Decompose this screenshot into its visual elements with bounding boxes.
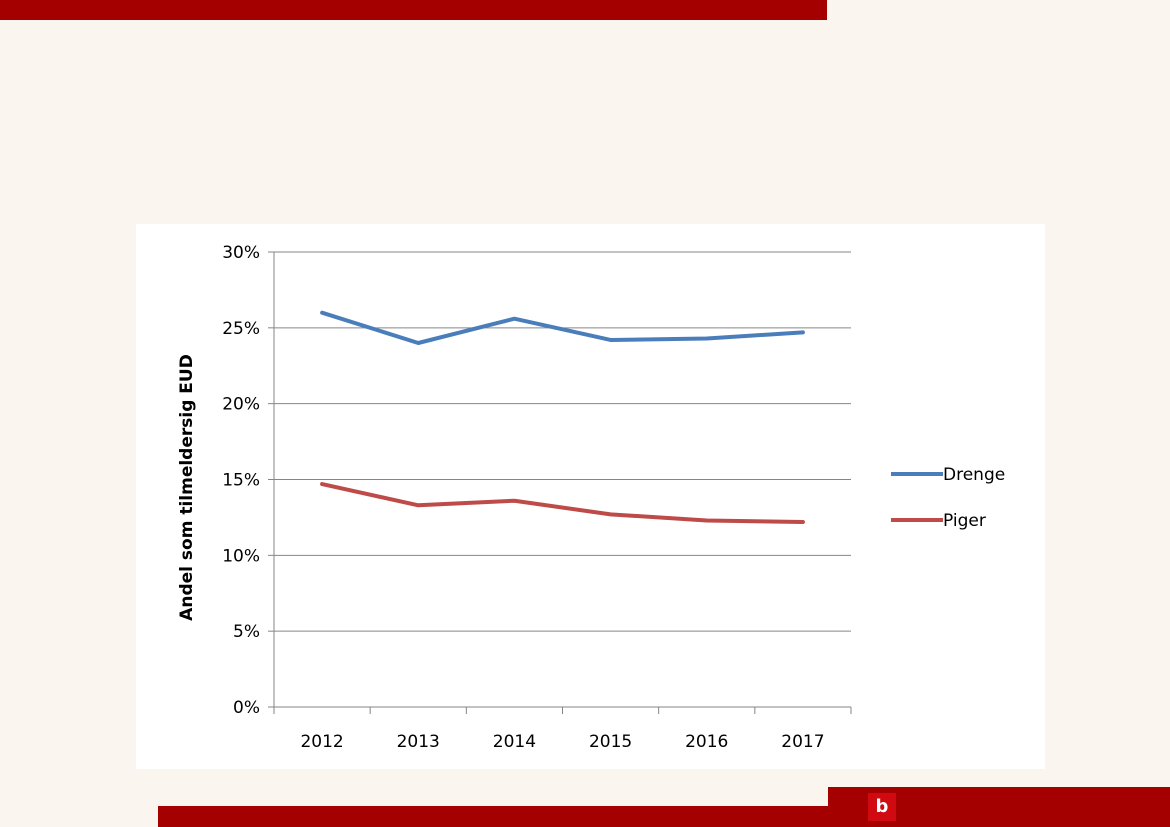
y-tick-label: 20% [222, 395, 260, 415]
y-tick-label: 10% [222, 546, 260, 566]
y-tick-label: 25% [222, 319, 260, 339]
x-tick-label: 2013 [397, 732, 440, 752]
y-tick-label: 15% [222, 471, 260, 491]
y-tick-label: 0% [233, 698, 260, 718]
y-axis-title: Andel som tilmeldersig EUD [177, 354, 197, 621]
top-accent-bar [0, 0, 827, 20]
line-chart: 0% 5% 10% 15% 20% 25% 30% 2012 2013 2014 2015 2016 2… [177, 243, 1005, 752]
y-tick-label: 5% [233, 622, 260, 642]
x-tick-label: 2017 [781, 732, 824, 752]
logo-icon: b [868, 793, 896, 821]
chart-panel: 0% 5% 10% 15% 20% 25% 30% 2012 2013 2014 2015 2016 2… [136, 224, 1045, 769]
y-tick-label: 30% [222, 243, 260, 263]
x-tick-label: 2015 [589, 732, 632, 752]
x-tick-label: 2014 [493, 732, 536, 752]
x-tick-label: 2016 [685, 732, 728, 752]
legend-label: Piger [943, 511, 986, 531]
series-line-drenge [320, 310, 805, 345]
legend-label: Drenge [943, 465, 1005, 485]
bottom-accent-bar [158, 806, 828, 827]
x-tick-label: 2012 [300, 732, 343, 752]
series-line-piger [320, 482, 805, 524]
